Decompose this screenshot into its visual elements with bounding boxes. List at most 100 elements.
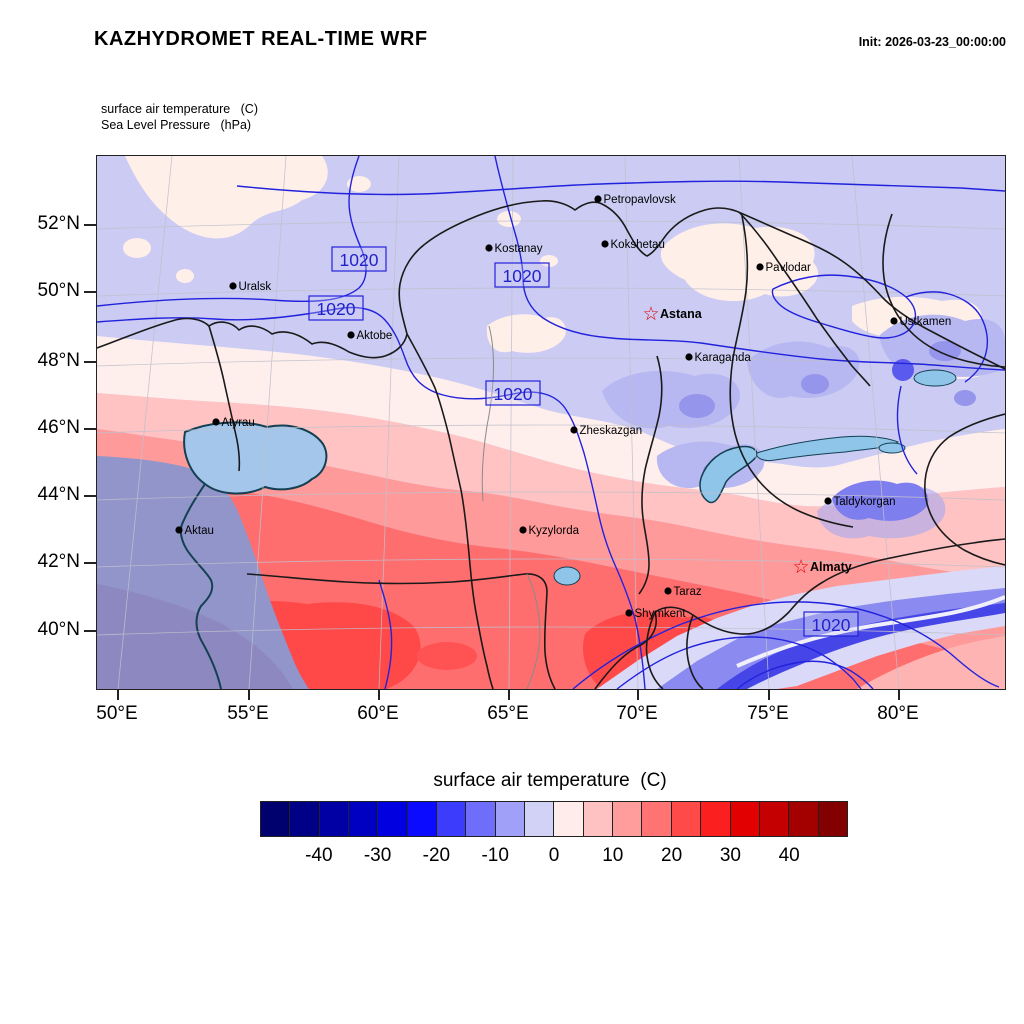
isobar-label: 1020 — [494, 262, 550, 288]
city-label: Almaty — [810, 560, 852, 574]
lat-tick-mark — [84, 495, 96, 497]
svg-text:1020: 1020 — [812, 615, 851, 635]
colorbar-cell — [583, 802, 614, 836]
page-title: KAZHYDROMET REAL-TIME WRF — [94, 28, 428, 50]
city-label: Taldykorgan — [834, 496, 896, 508]
city-label: Zheskazgan — [580, 425, 643, 437]
lake-alakol — [878, 442, 906, 454]
city-marker-astana: ☆ Astana — [642, 303, 702, 325]
city-marker-taldykorgan: Taldykorgan — [824, 496, 896, 508]
colorbar-cell — [495, 802, 526, 836]
city-label: Kokshetau — [611, 239, 665, 251]
colorbar-cell — [701, 802, 731, 836]
city-label: Aktau — [185, 525, 214, 537]
colorbar-cell — [642, 802, 672, 836]
colorbar-cell — [290, 802, 320, 836]
caspian-coastline — [179, 483, 222, 689]
colorbar-cell — [261, 802, 291, 836]
city-marker-uralsk: Uralsk — [229, 281, 271, 293]
lon-tick-label-50°E: 50°E — [96, 703, 138, 724]
city-marker-almaty: ☆ Almaty — [792, 556, 851, 578]
isobar-label: 1020 — [308, 295, 364, 321]
city-dot-icon — [347, 331, 355, 339]
lat-tick-label-46°N: 46°N — [37, 417, 80, 438]
colorbar-cell — [319, 802, 350, 836]
lon-tick-mark — [768, 690, 770, 700]
isobar-label: 1020 — [485, 380, 541, 406]
city-dot-icon — [685, 353, 693, 361]
city-label: Karaganda — [695, 352, 752, 364]
lat-tick-mark — [84, 224, 96, 226]
init-timestamp: Init: 2026-03-23_00:00:00 — [858, 35, 1006, 49]
colorbar-cell — [466, 802, 496, 836]
city-dot-icon — [890, 317, 898, 325]
lon-tick-mark — [117, 690, 119, 700]
city-marker-kokshetau: Kokshetau — [601, 239, 665, 251]
lat-tick-mark — [84, 428, 96, 430]
capital-star-icon: ☆ — [642, 303, 659, 325]
isobar-label: 1020 — [803, 611, 859, 637]
city-label: Shymkent — [635, 608, 687, 620]
city-label: Ustkamen — [900, 316, 952, 328]
city-label: Pavlodar — [766, 262, 812, 274]
lat-tick-label-40°N: 40°N — [37, 619, 80, 640]
city-dot-icon — [824, 497, 832, 505]
colorbar-tick-label: -10 — [481, 845, 509, 866]
lon-tick-mark — [637, 690, 639, 700]
city-dot-icon — [601, 240, 609, 248]
mountain-cold-band — [597, 480, 1005, 689]
isobar-layer — [97, 156, 1005, 689]
city-dot-icon — [485, 244, 493, 252]
lake-zaysan — [913, 369, 957, 387]
city-label: Kostanay — [495, 243, 543, 255]
lake-balkhash — [699, 445, 758, 504]
city-marker-atyrau: Atyrau — [212, 417, 255, 429]
city-label: Astana — [660, 307, 703, 321]
colorbar-cell — [789, 802, 819, 836]
colorbar-cell — [378, 802, 408, 836]
city-marker-taraz: Taraz — [664, 586, 702, 598]
city-marker-aktobe: Aktobe — [347, 330, 392, 342]
lat-tick-label-44°N: 44°N — [37, 484, 80, 505]
lat-tick-mark — [84, 361, 96, 363]
isobar-label: 1020 — [331, 246, 387, 272]
svg-text:1020: 1020 — [503, 266, 542, 286]
border-layer — [97, 200, 1005, 689]
city-marker-zheskazgan: Zheskazgan — [570, 425, 642, 437]
lon-tick-mark — [508, 690, 510, 700]
city-dot-icon — [756, 263, 764, 271]
aral-sea — [553, 566, 581, 586]
colorbar-tick-label: 20 — [661, 845, 683, 866]
city-label: Petropavlovsk — [604, 194, 676, 206]
lon-tick-label-70°E: 70°E — [616, 703, 658, 724]
city-label: Uralsk — [239, 281, 272, 293]
city-marker-aktau: Aktau — [175, 525, 214, 537]
colorbar-tick-label: -20 — [422, 845, 451, 866]
lat-tick-mark — [84, 562, 96, 564]
subtitle-temperature: surface air temperature (C) — [101, 102, 258, 116]
colorbar-bar — [260, 801, 848, 837]
svg-text:1020: 1020 — [317, 299, 356, 319]
colorbar-title: surface air temperature (C) — [433, 770, 667, 791]
colorbar-cell — [613, 802, 643, 836]
city-marker-ustkamen: Ustkamen — [890, 316, 951, 328]
lon-tick-label-75°E: 75°E — [747, 703, 789, 724]
colorbar-cell — [671, 802, 702, 836]
city-dot-icon — [212, 418, 220, 426]
city-dot-icon — [175, 526, 183, 534]
map-frame: 1020 1020 1020 1020 1020 Petropavlovsk Kostan… — [96, 155, 1006, 690]
city-marker-karaganda: Karaganda — [685, 352, 751, 364]
colorbar-cell — [437, 802, 467, 836]
lon-tick-label-60°E: 60°E — [357, 703, 399, 724]
city-label: Atyrau — [222, 417, 255, 429]
city-dot-icon — [570, 426, 578, 434]
colorbar-tick-label: 30 — [719, 845, 741, 866]
colorbar-tick-label: 10 — [602, 845, 624, 866]
colorbar-tick-label: -40 — [305, 845, 333, 866]
colorbar-cell — [349, 802, 379, 836]
lon-tick-mark — [248, 690, 250, 700]
lat-tick-mark — [84, 291, 96, 293]
svg-text:1020: 1020 — [340, 250, 379, 270]
city-label: Aktobe — [357, 330, 393, 342]
lat-tick-label-52°N: 52°N — [37, 213, 80, 234]
